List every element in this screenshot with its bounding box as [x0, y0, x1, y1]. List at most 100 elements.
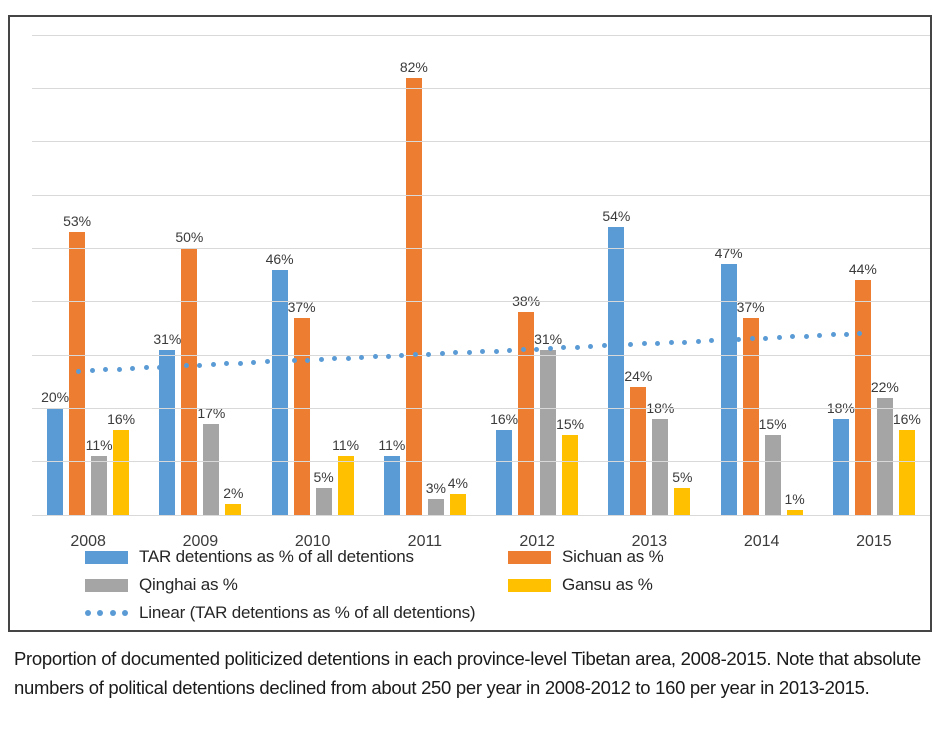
category-group-2015: 18% 44% 22% 16% [818, 35, 930, 515]
trendline-dot [89, 367, 95, 373]
gridline [32, 34, 930, 36]
gridline [32, 301, 930, 303]
legend-label: Linear (TAR detentions as % of all deten… [139, 603, 476, 622]
trendline-dot [695, 338, 701, 344]
gridline [32, 407, 930, 409]
trendline-dot [736, 336, 742, 342]
bar: 4% [448, 475, 468, 515]
bar: 54% [602, 208, 630, 515]
trendline-dot [76, 368, 82, 374]
legend: TAR detentions as % of all detentions Sic… [85, 547, 915, 622]
bar-value-label: 31% [153, 330, 182, 347]
bar-value-label: 15% [758, 416, 787, 432]
bar-value-label: 16% [892, 410, 921, 427]
trendline-dot [749, 336, 755, 342]
bar: 3% [426, 480, 446, 515]
bar-value-label: 15% [556, 416, 585, 432]
chart-box: 20% 53% 11% 16% 31% 50% 17% 2% 46% 37% 5% 11% 11% 82%… [8, 15, 932, 632]
bar: 24% [624, 368, 652, 515]
gridline [32, 87, 930, 89]
category-group-2013: 54% 24% 18% 5% [593, 35, 705, 515]
trendline-dot [682, 339, 688, 345]
category-group-2011: 11% 82% 3% 4% [369, 35, 481, 515]
bar-value-label: 5% [313, 469, 334, 486]
trendline-dot [628, 342, 634, 348]
trendline-dot [709, 338, 715, 344]
trendline-dot [116, 366, 122, 372]
legend-label: Sichuan as % [562, 547, 664, 566]
trendline-dot [439, 351, 445, 357]
bar: 46% [266, 251, 294, 515]
bar: 18% [646, 400, 674, 515]
x-axis-label: 2011 [407, 533, 443, 550]
legend-item: Gansu as % [508, 575, 915, 594]
x-axis-label: 2010 [294, 533, 331, 550]
legend-label: TAR detentions as % of all detentions [139, 547, 414, 566]
trendline-dot [534, 346, 540, 352]
bar: 5% [314, 469, 334, 515]
bar: 37% [288, 299, 316, 515]
gridline [32, 354, 930, 356]
bar-value-label: 16% [107, 410, 136, 427]
caption: Proportion of documented politicized det… [14, 648, 921, 698]
legend-swatch [85, 550, 128, 564]
bar-value-label: 53% [63, 213, 92, 230]
bar: 11% [378, 437, 405, 515]
trendline-dot [493, 348, 499, 354]
trendline-dot [803, 333, 809, 339]
gridline [32, 514, 930, 516]
bar-value-label: 46% [265, 250, 294, 267]
bar: 53% [63, 213, 91, 515]
bar: 22% [871, 379, 899, 515]
trendline-dot [843, 331, 849, 337]
x-axis-label: 2013 [631, 533, 668, 550]
legend-item: Qinghai as % [85, 575, 508, 594]
bar: 1% [785, 491, 805, 515]
bar-value-label: 47% [714, 245, 743, 262]
trendline-dot [453, 350, 459, 356]
trendline-dot [197, 362, 203, 368]
trendline-dot [574, 344, 580, 350]
trendline-dot [668, 340, 674, 346]
trendline-dot [224, 361, 230, 367]
trendline-dot [332, 356, 338, 362]
trendline-dot [251, 360, 257, 366]
trendline-dot [291, 358, 297, 364]
gridline [32, 194, 930, 196]
bar-value-label: 50% [175, 229, 204, 246]
bar-value-label: 17% [197, 405, 226, 422]
bar: 18% [827, 400, 855, 515]
bar-value-label: 31% [534, 330, 563, 347]
trendline-dot [763, 335, 769, 341]
bar: 16% [490, 411, 518, 515]
x-axis-label: 2012 [519, 533, 555, 550]
legend-item: TAR detentions as % of all detentions [85, 547, 508, 566]
bar: 16% [893, 411, 921, 515]
legend-dot [85, 610, 91, 616]
bar: 31% [534, 331, 562, 515]
bar: 2% [223, 485, 243, 515]
trendline-dot [466, 349, 472, 355]
trendline-dot [399, 353, 405, 359]
bar: 16% [107, 411, 135, 515]
category-group-2008: 20% 53% 11% 16% [32, 35, 144, 515]
bar-value-label: 11% [332, 437, 360, 454]
trendline-dot [210, 362, 216, 368]
bar: 5% [672, 469, 692, 515]
bar-value-label: 37% [736, 298, 765, 315]
bar: 11% [332, 437, 359, 515]
trendline-dot [655, 340, 661, 346]
trendline-dot [547, 345, 553, 351]
bar-value-label: 54% [602, 208, 631, 224]
bar: 31% [153, 331, 181, 515]
bar: 38% [512, 293, 540, 515]
x-axis-label: 2015 [856, 533, 892, 550]
bar: 50% [175, 229, 203, 515]
bar-value-label: 20% [41, 389, 70, 406]
legend-dot [121, 610, 128, 616]
bar: 11% [86, 437, 113, 515]
legend-swatch [508, 550, 551, 564]
bar: 82% [400, 59, 428, 515]
trendline-dot [359, 354, 365, 360]
